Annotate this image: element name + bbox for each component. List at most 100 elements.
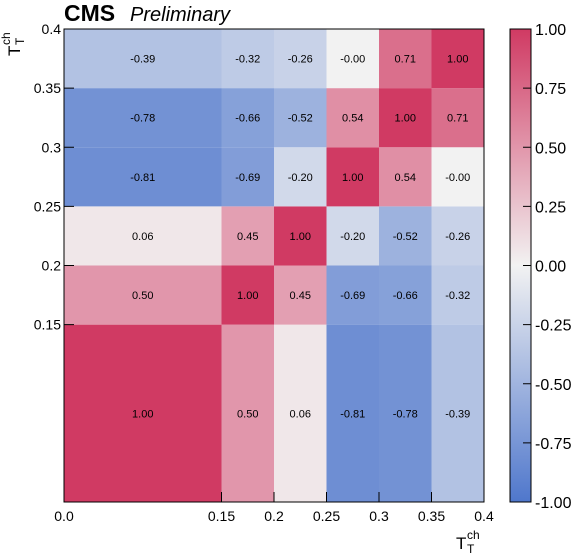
y-tick-label-3: 0.3 (42, 139, 62, 155)
heatmap-cell-label-r0-c1: 0.50 (237, 408, 258, 420)
heatmap-cell-label-r3-c5: -0.00 (445, 172, 470, 184)
y-axis-title-sup: ch (0, 32, 13, 45)
heatmap-cell-label-r1-c0: 0.50 (132, 290, 153, 302)
heatmap-cell-r1-c4 (379, 265, 432, 325)
heatmap-cell-label-r5-c3: -0.00 (340, 54, 365, 66)
x-axis-ticks: 0.0 0.15 0.2 0.25 0.3 0.35 0.4 (54, 492, 494, 524)
heatmap-cell-label-r0-c5: -0.39 (445, 408, 470, 420)
y-tick-label-5: 0.4 (42, 21, 62, 37)
heatmap-cell-label-r3-c3: 1.00 (342, 172, 363, 184)
heatmap-cell-r5-c5 (431, 29, 484, 89)
x-axis-title: T ch T (456, 528, 480, 553)
heatmap-cell-label-r4-c1: -0.66 (235, 113, 260, 125)
heatmap-cell-label-r2-c2: 1.00 (290, 231, 311, 243)
heatmap-cell-r2-c3 (326, 206, 379, 266)
heatmap-cell-r4-c0 (64, 88, 222, 148)
heatmap-cell-r4-c2 (274, 88, 327, 148)
heatmap-cell-r3-c2 (274, 147, 327, 207)
colorbar-tick-label-3: 0.25 (535, 199, 566, 216)
x-axis-title-sub: T (467, 542, 475, 553)
colorbar-tick-label-1: 0.75 (535, 81, 566, 98)
heatmap-cell-r1-c1 (221, 265, 274, 325)
y-axis-title: T ch T (0, 32, 27, 56)
colorbar-ticks: 1.00 0.75 0.50 0.25 0.00 -0.25 -0.50 -0.75 -1.00 (523, 22, 572, 512)
heatmap-cell-label-r1-c3: -0.69 (340, 290, 365, 302)
heatmap-cell-r3-c0 (64, 147, 222, 207)
heatmap-cell-r2-c2 (274, 206, 327, 266)
heatmap-cell-r5-c1 (221, 29, 274, 89)
heatmap-cell-label-r5-c2: -0.26 (288, 54, 313, 66)
x-tick-label-1: 0.15 (208, 508, 235, 524)
x-axis-title-sup: ch (467, 528, 480, 542)
heatmap-cell-label-r1-c4: -0.66 (393, 290, 418, 302)
heatmap-cell-label-r1-c1: 1.00 (237, 290, 258, 302)
heatmap-cell-r1-c5 (431, 265, 484, 325)
heatmap-cell-label-r4-c0: -0.78 (130, 113, 155, 125)
heatmap-cell-r0-c3 (326, 324, 379, 502)
colorbar-tick-label-5: -0.25 (535, 318, 572, 335)
heatmap-cell-r2-c0 (64, 206, 222, 266)
heatmap-cell-r1-c3 (326, 265, 379, 325)
heatmap-cell-r0-c4 (379, 324, 432, 502)
heatmap-cell-r5-c0 (64, 29, 222, 89)
y-axis-ticks: 0.15 0.2 0.25 0.3 0.35 0.4 (34, 21, 74, 333)
heatmap-cell-label-r3-c4: 0.54 (395, 172, 416, 184)
heatmap-cell-r4-c5 (431, 88, 484, 148)
x-tick-label-0: 0.0 (54, 508, 74, 524)
heatmap-cell-label-r4-c4: 1.00 (395, 113, 416, 125)
x-tick-label-6: 0.4 (474, 508, 494, 524)
x-tick-label-5: 0.35 (418, 508, 445, 524)
status-label: Preliminary (130, 4, 231, 26)
heatmap-cell-label-r0-c4: -0.78 (393, 408, 418, 420)
heatmap-cell-label-r3-c1: -0.69 (235, 172, 260, 184)
heatmap-cell-r0-c0 (64, 324, 222, 502)
heatmap-cell-r0-c1 (221, 324, 274, 502)
heatmap-cell-label-r0-c2: 0.06 (290, 408, 311, 420)
heatmap-cell-r4-c3 (326, 88, 379, 148)
heatmap-cell-r5-c2 (274, 29, 327, 89)
heatmap-cell-label-r2-c3: -0.20 (340, 231, 365, 243)
heatmap-cell-label-r0-c0: 1.00 (132, 408, 153, 420)
heatmap-cell-label-r5-c0: -0.39 (130, 54, 155, 66)
heatmap-cell-label-r2-c5: -0.26 (445, 231, 470, 243)
heatmap-cell-r4-c1 (221, 88, 274, 148)
colorbar-tick-label-2: 0.50 (535, 140, 566, 157)
y-tick-label-4: 0.35 (34, 80, 61, 96)
heatmap-cell-r5-c4 (379, 29, 432, 89)
colorbar-tick-label-6: -0.50 (535, 377, 572, 394)
heatmap-cell-r1-c2 (274, 265, 327, 325)
heatmap-cell-labels: 1.00 0.50 0.06 -0.81 -0.78 -0.39 0.50 1.00 0.45 -… (130, 54, 470, 421)
heatmap-cell-r3-c3 (326, 147, 379, 207)
colorbar-tick-label-8: -1.00 (535, 495, 572, 512)
heatmap-cell-r5-c3 (326, 29, 379, 89)
heatmap-cell-label-r2-c4: -0.52 (393, 231, 418, 243)
x-tick-label-4: 0.3 (369, 508, 389, 524)
heatmap-cell-label-r3-c2: -0.20 (288, 172, 313, 184)
heatmap-cell-label-r4-c2: -0.52 (288, 113, 313, 125)
heatmap-cell-label-r2-c1: 0.45 (237, 231, 258, 243)
heatmap-cell-label-r2-c0: 0.06 (132, 231, 153, 243)
heatmap-cell-label-r5-c4: 0.71 (395, 54, 416, 66)
heatmap-cell-r3-c1 (221, 147, 274, 207)
heatmap-cell-r3-c5 (431, 147, 484, 207)
x-tick-label-3: 0.25 (313, 508, 340, 524)
heatmap-cell-r2-c1 (221, 206, 274, 266)
heatmap-cell-r4-c4 (379, 88, 432, 148)
heatmap-cell-r1-c0 (64, 265, 222, 325)
colorbar-tick-label-7: -0.75 (535, 436, 572, 453)
x-axis-title-main: T (456, 534, 466, 553)
heatmap-cells (64, 29, 484, 502)
colorbar-tick-label-4: 0.00 (535, 259, 566, 276)
heatmap-cell-r0-c2 (274, 324, 327, 502)
y-tick-label-2: 0.25 (34, 198, 61, 214)
heatmap-cell-r3-c4 (379, 147, 432, 207)
heatmap-cell-label-r3-c0: -0.81 (130, 172, 155, 184)
heatmap-cell-r2-c5 (431, 206, 484, 266)
heatmap-cell-label-r1-c5: -0.32 (445, 290, 470, 302)
heatmap-cell-label-r5-c5: 1.00 (447, 54, 468, 66)
heatmap-cell-label-r1-c2: 0.45 (290, 290, 311, 302)
y-tick-label-0: 0.15 (34, 317, 61, 333)
x-tick-label-2: 0.2 (264, 508, 284, 524)
y-axis-title-main: T (5, 46, 24, 56)
